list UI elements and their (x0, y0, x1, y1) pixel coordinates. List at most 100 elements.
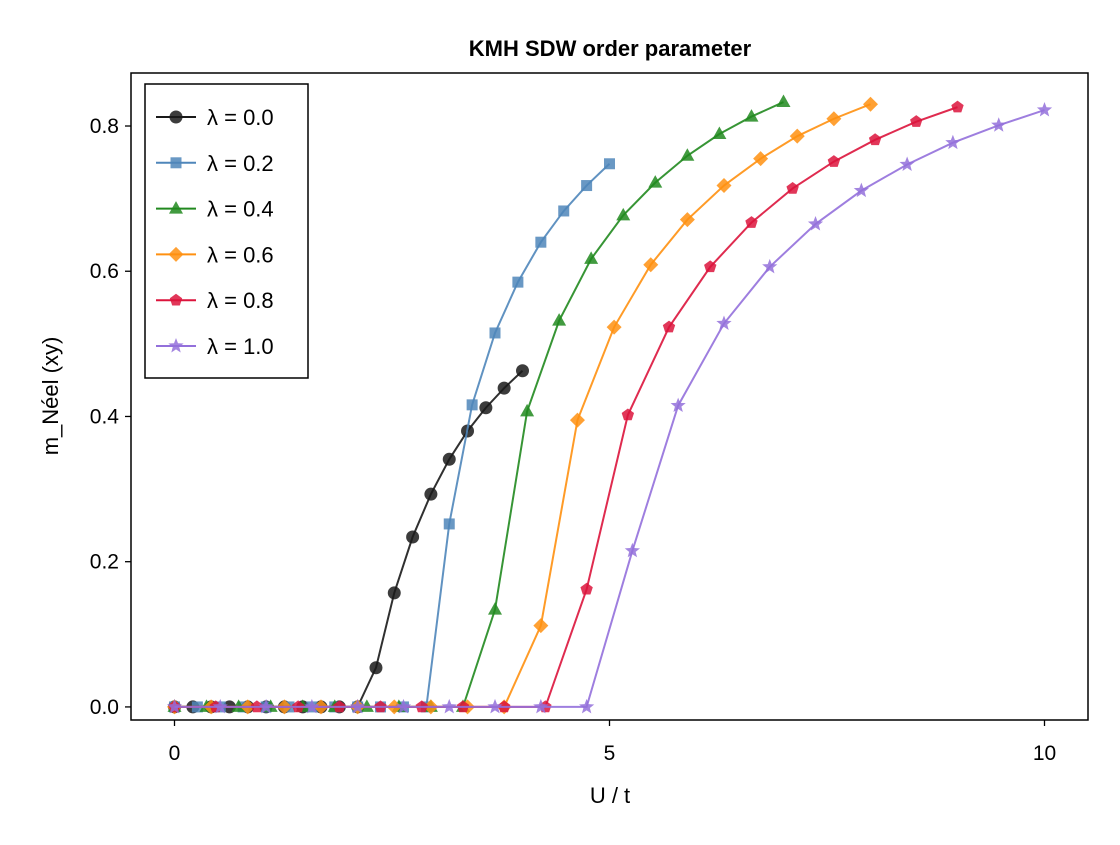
data-point (899, 156, 915, 171)
data-point (616, 207, 631, 221)
legend-box (144, 83, 309, 379)
data-point (424, 487, 438, 501)
data-point (581, 180, 593, 192)
data-point (584, 251, 599, 264)
data-point (604, 158, 615, 170)
data-point (716, 315, 732, 330)
legend-label: λ = 0.2 (207, 151, 274, 176)
series-5 (166, 102, 1053, 714)
legend-entry: λ = 0.6 (156, 242, 274, 267)
data-point (762, 258, 778, 274)
legend-label: λ = 1.0 (207, 334, 274, 359)
data-point (868, 133, 882, 146)
data-point (166, 698, 183, 714)
legend-entry: λ = 0.0 (156, 105, 274, 130)
legend: λ = 0.0 λ = 0.2 λ = 0.4 λ = 0.6 λ = 0.8 λ = 1… (144, 83, 309, 379)
data-point (479, 401, 493, 415)
data-point (579, 698, 595, 714)
data-point (442, 452, 456, 466)
data-point (441, 698, 457, 714)
legend-label: λ = 0.8 (207, 288, 274, 313)
y-axis-label: m_Néel (xy) (38, 337, 63, 456)
legend-entry: λ = 0.8 (156, 288, 274, 313)
legend-marker (169, 110, 183, 124)
data-point (395, 698, 412, 714)
data-point (679, 212, 695, 228)
data-point (744, 109, 759, 122)
data-point (853, 182, 869, 198)
data-point (487, 698, 503, 714)
data-point (670, 397, 686, 413)
data-point (827, 155, 841, 167)
data-point (569, 412, 585, 428)
plot-area (166, 94, 1053, 715)
data-point (520, 403, 535, 417)
data-point (406, 530, 420, 544)
data-point (488, 602, 503, 615)
data-point (621, 408, 635, 421)
data-point (863, 96, 878, 112)
legend-marker (169, 293, 183, 306)
y-tick-label: 0.4 (90, 405, 120, 428)
data-point (489, 327, 501, 339)
data-point (580, 582, 593, 595)
data-point (662, 320, 676, 333)
data-point (643, 257, 659, 273)
axes: 0 5 10 0.0 0.2 0.4 0.6 0.8 (90, 115, 1056, 765)
data-point (497, 381, 511, 395)
data-point (258, 698, 274, 714)
data-point (910, 115, 923, 127)
data-point (369, 661, 383, 675)
x-axis-label: U / t (590, 783, 630, 808)
legend-entry: λ = 0.4 (156, 197, 274, 222)
data-point (951, 100, 964, 113)
legend-label: λ = 0.6 (207, 242, 274, 267)
x-tick-label: 10 (1033, 742, 1056, 765)
data-point (1036, 102, 1053, 117)
y-tick-label: 0.0 (90, 696, 119, 719)
data-point (991, 117, 1007, 132)
data-point (745, 216, 758, 228)
data-point (304, 698, 320, 714)
legend-marker (168, 338, 184, 353)
series-0 (168, 364, 529, 714)
data-point (807, 216, 824, 231)
data-point (704, 260, 717, 273)
series-line (174, 109, 1045, 708)
legend-label: λ = 0.4 (207, 197, 274, 222)
legend-marker (170, 157, 182, 169)
legend-marker (169, 201, 183, 214)
x-tick-label: 0 (169, 742, 181, 765)
data-point (680, 148, 695, 161)
data-point (387, 586, 401, 600)
data-point (945, 134, 961, 150)
data-point (212, 698, 228, 714)
data-point (533, 618, 549, 634)
data-point (443, 518, 455, 530)
data-point (648, 175, 663, 188)
data-point (826, 111, 842, 127)
data-point (512, 276, 524, 288)
data-point (786, 181, 799, 194)
data-point (533, 698, 549, 714)
data-point (350, 698, 366, 714)
chart-title: KMH SDW order parameter (469, 36, 752, 61)
series-line (174, 369, 524, 708)
data-point (789, 128, 805, 144)
legend-label: λ = 0.0 (207, 105, 274, 130)
data-point (516, 364, 529, 378)
data-point (552, 313, 567, 326)
legend-entry: λ = 0.2 (156, 151, 274, 176)
data-point (558, 205, 570, 217)
data-point (359, 699, 374, 712)
data-point (535, 236, 547, 248)
data-point (753, 151, 769, 167)
data-point (712, 126, 727, 139)
data-point (466, 399, 478, 411)
y-tick-label: 0.2 (90, 551, 119, 574)
data-point (776, 94, 791, 108)
data-point (716, 178, 732, 194)
legend-entry: λ = 1.0 (156, 334, 274, 359)
y-tick-label: 0.8 (90, 115, 119, 138)
